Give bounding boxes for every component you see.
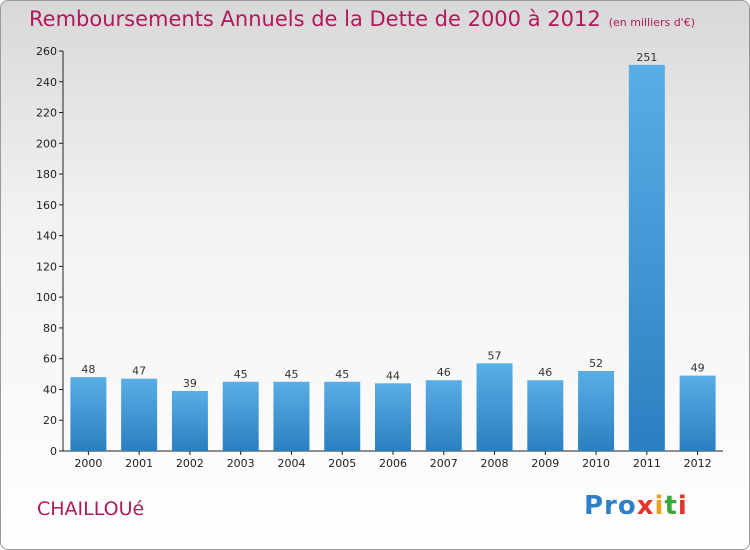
y-tick-label: 240	[36, 76, 57, 89]
y-tick-label: 220	[36, 107, 57, 120]
value-label-2011: 251	[636, 51, 657, 64]
y-tick-label: 80	[43, 322, 57, 335]
x-ticks: 2000 2001 2002 2003 2004 2005 2006 2007 2008 2009…	[74, 451, 712, 470]
x-tick-label-2000: 2000	[74, 457, 102, 470]
bar-2005	[324, 381, 361, 451]
bar-2011	[628, 64, 665, 451]
y-tick-label: 160	[36, 199, 57, 212]
value-label-2009: 46	[538, 366, 552, 379]
y-tick-label: 60	[43, 353, 57, 366]
value-label-2002: 39	[183, 377, 197, 390]
x-tick-label-2004: 2004	[277, 457, 305, 470]
x-tick-label-2010: 2010	[582, 457, 610, 470]
y-tick-label: 260	[36, 45, 57, 58]
x-tick-label-2003: 2003	[227, 457, 255, 470]
value-label-2012: 49	[691, 362, 705, 375]
y-tick-label: 120	[36, 260, 57, 273]
value-label-2010: 52	[589, 357, 603, 370]
x-tick-label-2005: 2005	[328, 457, 356, 470]
bar-2002	[171, 391, 208, 451]
value-label-2001: 47	[132, 365, 146, 378]
y-tick-label: 200	[36, 137, 57, 150]
y-tick-label: 20	[43, 414, 57, 427]
chart-title-text: Remboursements Annuels de la Dette de 20…	[29, 7, 601, 31]
bar-2009	[527, 380, 564, 451]
y-tick-label: 0	[50, 445, 57, 458]
bar-2004	[273, 381, 310, 451]
bar-2007	[425, 380, 462, 451]
x-tick-label-2009: 2009	[531, 457, 559, 470]
value-label-2006: 44	[386, 369, 400, 382]
x-tick-label-2002: 2002	[176, 457, 204, 470]
x-tick-label-2012: 2012	[684, 457, 712, 470]
y-ticks: 0 20 40 60 80 100 120 140 160 180 200 220 240 260	[36, 45, 63, 458]
x-tick-label-2001: 2001	[125, 457, 153, 470]
x-tick-label-2007: 2007	[430, 457, 458, 470]
y-tick-label: 180	[36, 168, 57, 181]
chart-title: Remboursements Annuels de la Dette de 20…	[29, 7, 695, 31]
x-tick-label-2011: 2011	[633, 457, 661, 470]
value-label-2008: 57	[488, 349, 502, 362]
x-tick-label-2006: 2006	[379, 457, 407, 470]
bar-2001	[121, 378, 158, 451]
chart-subtitle: (en milliers d'€)	[608, 16, 695, 29]
value-label-2007: 46	[437, 366, 451, 379]
value-label-2003: 45	[234, 368, 248, 381]
value-label-2004: 45	[284, 368, 298, 381]
proxiti-logo[interactable]: Proxiti	[584, 491, 688, 521]
value-label-2005: 45	[335, 368, 349, 381]
bar-2003	[222, 381, 259, 451]
commune-name: CHAILLOUé	[37, 498, 145, 520]
x-tick-label-2008: 2008	[481, 457, 509, 470]
y-tick-label: 140	[36, 230, 57, 243]
y-tick-label: 100	[36, 291, 57, 304]
bar-2010	[578, 371, 615, 451]
y-tick-label: 40	[43, 383, 57, 396]
bars: 48 47 39 45 45 45 44 46 57 46 52 251 49	[70, 51, 716, 451]
bar-2006	[375, 383, 411, 451]
bar-2008	[476, 363, 513, 451]
value-label-2000: 48	[81, 363, 95, 376]
bar-2000	[70, 377, 107, 451]
bar-2012	[679, 375, 716, 451]
